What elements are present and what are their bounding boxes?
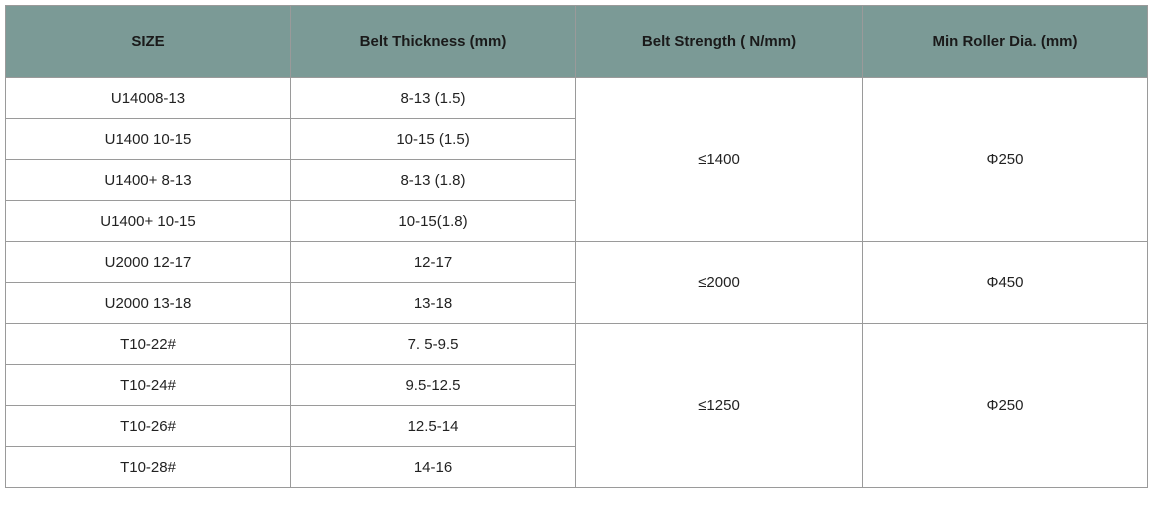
thickness-cell: 14-16: [290, 446, 576, 488]
header-cell: Min Roller Dia. (mm): [862, 5, 1148, 78]
thickness-cell: 10-15 (1.5): [290, 118, 576, 160]
header-row: SIZE Belt Thickness (mm) Belt Strength ( N…: [5, 5, 1148, 78]
size-cell: T10-24#: [5, 364, 291, 406]
table-row: U1400+ 8-13 8-13 (1.8): [5, 159, 1148, 201]
roller-cell: Φ250: [862, 323, 1148, 488]
header-cell: Belt Thickness (mm): [290, 5, 576, 78]
size-cell: T10-22#: [5, 323, 291, 365]
thickness-cell: 7. 5-9.5: [290, 323, 576, 365]
spec-table: SIZE Belt Thickness (mm) Belt Strength ( N…: [5, 5, 1148, 488]
size-cell: T10-26#: [5, 405, 291, 447]
roller-cell: Φ250: [862, 77, 1148, 242]
strength-cell: ≤2000: [575, 241, 863, 324]
table-row: T10-28# 14-16: [5, 446, 1148, 488]
table-row: T10-22# 7. 5-9.5 ≤1250 Φ250: [5, 323, 1148, 488]
size-cell: U14008-13: [5, 77, 291, 119]
size-cell: U1400 10-15: [5, 118, 291, 160]
table-row: U1400 10-15 10-15 (1.5): [5, 118, 1148, 160]
table-row: U14008-13 8-13 (1.5) ≤1400 Φ250: [5, 77, 1148, 242]
thickness-cell: 12-17: [290, 241, 576, 283]
thickness-cell: 10-15(1.8): [290, 200, 576, 242]
strength-cell: ≤1400: [575, 77, 863, 242]
table-row: T10-26# 12.5-14: [5, 405, 1148, 447]
table-body: U14008-13 8-13 (1.5) ≤1400 Φ250 U1400 10-15 1…: [5, 77, 1148, 488]
strength-cell: ≤1250: [575, 323, 863, 488]
table-row: U2000 12-17 12-17 ≤2000 Φ450: [5, 241, 1148, 324]
table-row: T10-24# 9.5-12.5: [5, 364, 1148, 406]
thickness-cell: 12.5-14: [290, 405, 576, 447]
table-row: U2000 13-18 13-18: [5, 282, 1148, 324]
size-cell: T10-28#: [5, 446, 291, 488]
size-cell: U2000 13-18: [5, 282, 291, 324]
table-row: U1400+ 10-15 10-15(1.8): [5, 200, 1148, 242]
size-cell: U1400+ 8-13: [5, 159, 291, 201]
size-cell: U2000 12-17: [5, 241, 291, 283]
thickness-cell: 13-18: [290, 282, 576, 324]
thickness-cell: 8-13 (1.8): [290, 159, 576, 201]
thickness-cell: 8-13 (1.5): [290, 77, 576, 119]
header-cell: SIZE: [5, 5, 291, 78]
roller-cell: Φ450: [862, 241, 1148, 324]
thickness-cell: 9.5-12.5: [290, 364, 576, 406]
header-cell: Belt Strength ( N/mm): [575, 5, 863, 78]
size-cell: U1400+ 10-15: [5, 200, 291, 242]
